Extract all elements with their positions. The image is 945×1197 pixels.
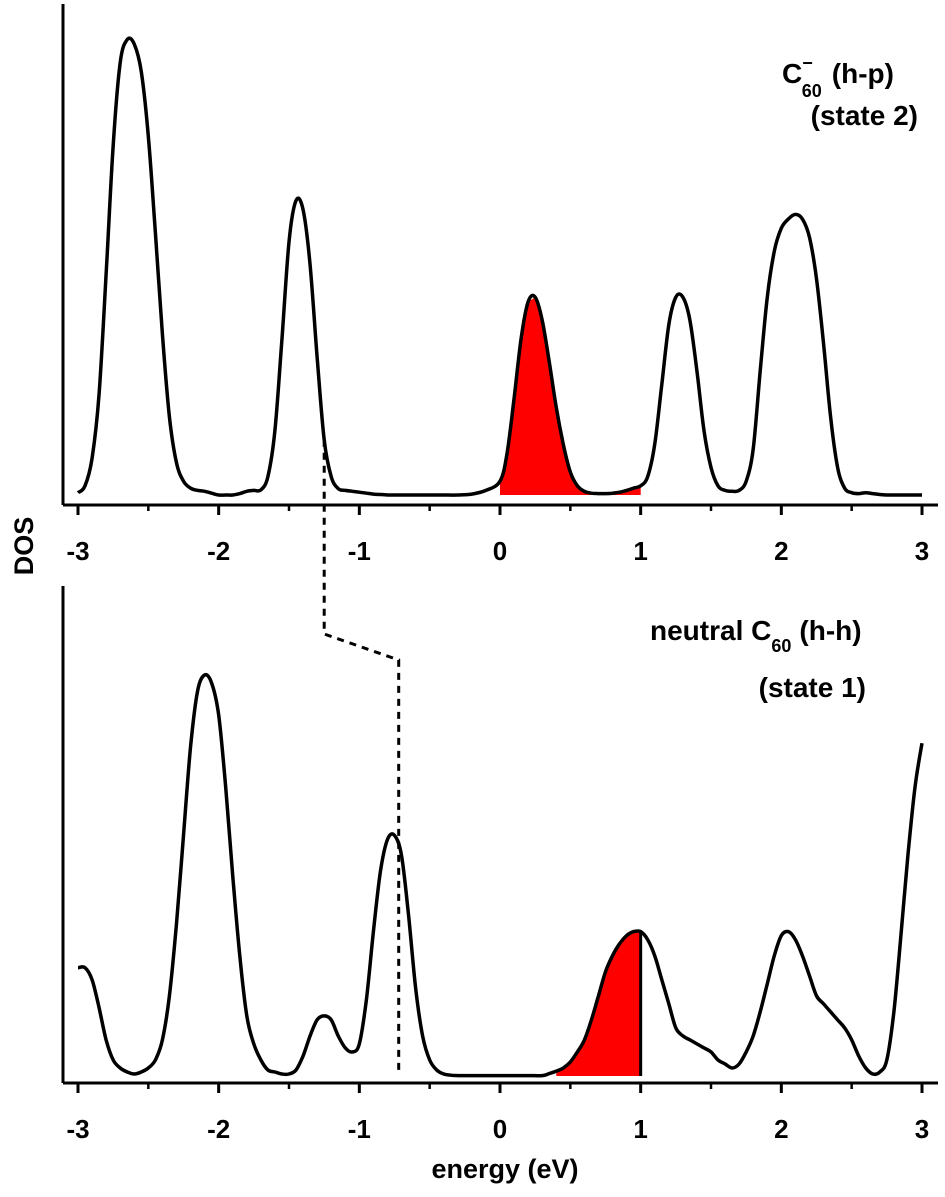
bottom-tick-label: -3 xyxy=(66,1114,89,1144)
top-annotation: C− 60 (h-p) (state 2) xyxy=(782,53,918,131)
top-species-base: C xyxy=(782,58,802,89)
y-axis-label: DOS xyxy=(9,517,39,576)
bottom-tick-label: -2 xyxy=(207,1114,230,1144)
bottom-tick-label: 3 xyxy=(915,1114,929,1144)
bottom-filled-area xyxy=(556,931,641,1076)
x-axis-label: energy (eV) xyxy=(431,1154,578,1184)
top-state-label: (state 2) xyxy=(811,100,918,131)
bottom-config: (h-h) xyxy=(799,615,861,646)
peak-connector-dashed xyxy=(322,439,401,1073)
top-tick-label: 3 xyxy=(915,536,929,566)
top-tick-label: -1 xyxy=(348,536,371,566)
top-tick-label: 0 xyxy=(493,536,507,566)
bottom-species-subscript: 60 xyxy=(771,636,791,656)
bottom-panel: -3 -2 -1 0 1 2 3 neutral C60 (h-h) (state 1) xyxy=(61,586,938,1144)
top-species-superscript: − xyxy=(802,53,813,73)
bottom-tick-label: 2 xyxy=(774,1114,788,1144)
bottom-tick-label: 0 xyxy=(493,1114,507,1144)
top-tick-label: 2 xyxy=(774,536,788,566)
top-tick-label: -2 xyxy=(207,536,230,566)
top-filled-area xyxy=(500,297,641,495)
top-species-label: C− 60 (h-p) xyxy=(782,53,894,101)
bottom-state-label: (state 1) xyxy=(759,672,866,703)
top-dos-curve xyxy=(76,36,922,497)
top-x-ticks: -3 -2 -1 0 1 2 3 xyxy=(66,505,929,566)
top-panel: -3 -2 -1 0 1 2 3 C− 60 (h-p) (state 2) xyxy=(61,4,938,566)
bottom-tick-label: 1 xyxy=(633,1114,647,1144)
bottom-prefix: neutral C xyxy=(650,615,771,646)
bottom-x-ticks: -3 -2 -1 0 1 2 3 xyxy=(66,1083,929,1144)
bottom-tick-label: -1 xyxy=(348,1114,371,1144)
bottom-dos-curve xyxy=(77,672,924,1078)
top-config: (h-p) xyxy=(832,58,894,89)
top-species-subscript: 60 xyxy=(802,81,822,101)
top-tick-label: -3 xyxy=(66,536,89,566)
bottom-species-label: neutral C60 (h-h) xyxy=(650,615,862,656)
top-tick-label: 1 xyxy=(633,536,647,566)
bottom-annotation: neutral C60 (h-h) (state 1) xyxy=(650,615,866,703)
